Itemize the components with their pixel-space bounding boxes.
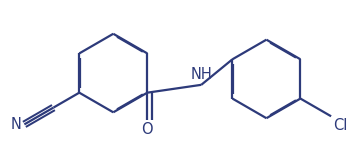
Text: N: N [11,117,21,132]
Text: Cl: Cl [333,118,348,133]
Text: NH: NH [190,67,212,82]
Text: O: O [142,122,153,137]
